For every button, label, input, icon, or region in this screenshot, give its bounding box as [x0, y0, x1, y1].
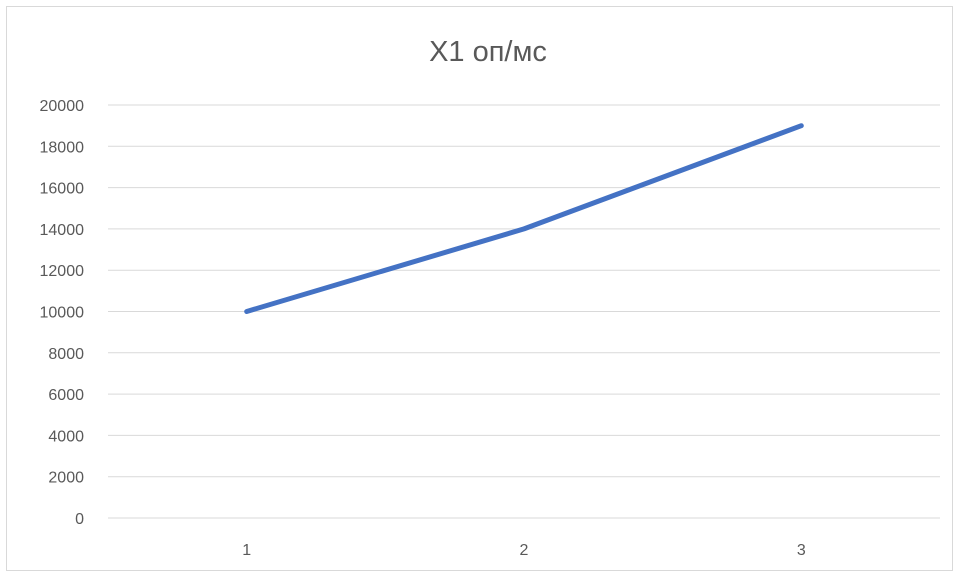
y-tick-label: 2000: [48, 470, 84, 487]
y-tick-label: 18000: [40, 139, 85, 156]
y-tick-label: 0: [75, 511, 84, 528]
y-tick-label: 12000: [40, 263, 85, 280]
grid-lines: [108, 104, 940, 519]
y-tick-label: 6000: [48, 387, 84, 404]
x-tick-label: 3: [797, 542, 806, 559]
series-layer: [244, 123, 804, 314]
x-tick-label: 2: [520, 542, 529, 559]
x-axis-ticks: 1 2 3: [242, 542, 806, 559]
y-tick-label: 16000: [40, 181, 85, 198]
x-tick-label: 1: [242, 542, 251, 559]
y-axis-ticks: 0 2000 4000 6000 8000 10000 12000 14000 16000 180…: [40, 98, 85, 528]
y-tick-label: 14000: [40, 222, 85, 239]
y-tick-label: 10000: [40, 305, 85, 322]
y-tick-label: 4000: [48, 428, 84, 445]
y-tick-label: 20000: [40, 98, 85, 115]
series-line: [244, 123, 804, 314]
chart-title: X1 оп/мс: [429, 36, 547, 68]
y-tick-label: 8000: [48, 346, 84, 363]
